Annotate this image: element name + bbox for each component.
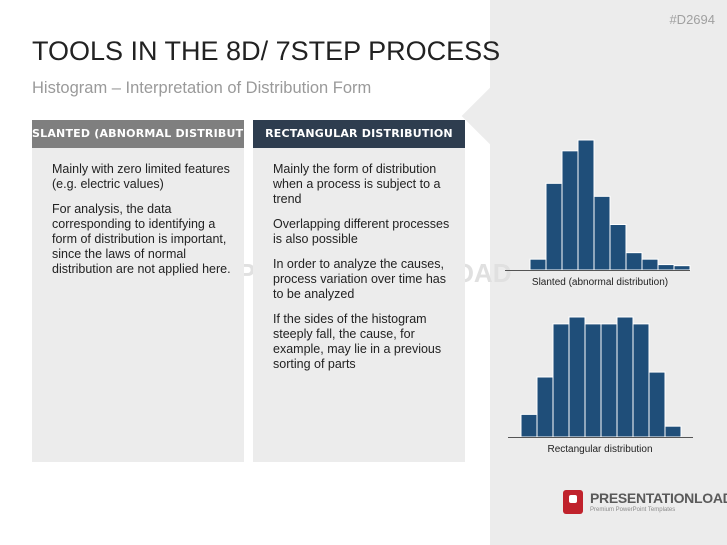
logo-icon xyxy=(563,490,583,514)
histogram-bar xyxy=(561,150,579,271)
histogram-bar xyxy=(648,371,666,438)
document-id: #D2694 xyxy=(669,12,715,27)
histogram-bar xyxy=(593,195,611,271)
histogram-slanted xyxy=(505,139,691,271)
histogram-rectangular-caption: Rectangular distribution xyxy=(547,444,653,455)
histogram-bar xyxy=(600,323,618,438)
column-rectangular-paragraph: Mainly the form of distribution when a p… xyxy=(273,162,441,206)
slide-subtitle: Histogram – Interpretation of Distributi… xyxy=(32,79,372,97)
histogram-bar xyxy=(632,323,650,438)
histogram-bar xyxy=(616,316,634,438)
histogram-bar xyxy=(529,258,547,271)
column-slanted: Mainly with zero limited features (e.g. … xyxy=(32,148,244,462)
histogram-bar xyxy=(641,258,659,271)
column-rectangular: Mainly the form of distribution when a p… xyxy=(253,148,465,462)
histogram-bar xyxy=(545,182,563,271)
histogram-bar xyxy=(552,323,570,438)
histogram-bar xyxy=(673,265,691,271)
histogram-rectangular xyxy=(508,316,693,438)
column-slanted-body: Mainly with zero limited features (e.g. … xyxy=(52,162,234,287)
column-rectangular-body: Mainly the form of distribution when a p… xyxy=(273,162,455,382)
column-rectangular-paragraph: Overlapping different processes is also … xyxy=(273,217,450,246)
histogram-bar xyxy=(568,316,586,438)
histogram-slanted-caption: Slanted (abnormal distribution) xyxy=(531,277,669,288)
column-rectangular-paragraph: If the sides of the histogram steeply fa… xyxy=(273,312,442,371)
column-slanted-paragraph: For analysis, the data corresponding to … xyxy=(52,202,231,276)
histogram-bar xyxy=(520,413,538,438)
histogram-bar xyxy=(664,425,682,438)
logo-tagline: Premium PowerPoint Templates xyxy=(590,507,676,513)
logo-name: PRESENTATIONLOAD xyxy=(590,490,727,506)
column-header-slanted: SLANTED (ABNORMAL DISTRIBUTION) xyxy=(32,120,244,148)
column-rectangular-paragraph: In order to analyze the causes, process … xyxy=(273,257,446,301)
histogram-bar xyxy=(657,264,675,271)
histogram-bar xyxy=(609,224,627,271)
slide-title: TOOLS IN THE 8D/ 7STEP PROCESS xyxy=(32,36,501,66)
histogram-bar xyxy=(584,323,602,438)
column-slanted-paragraph: Mainly with zero limited features (e.g. … xyxy=(52,162,230,191)
histogram-bar xyxy=(625,252,643,271)
right-panel xyxy=(490,0,727,545)
histogram-bar xyxy=(536,376,554,438)
column-header-rectangular: RECTANGULAR DISTRIBUTION xyxy=(253,120,465,148)
histogram-bar xyxy=(577,139,595,271)
